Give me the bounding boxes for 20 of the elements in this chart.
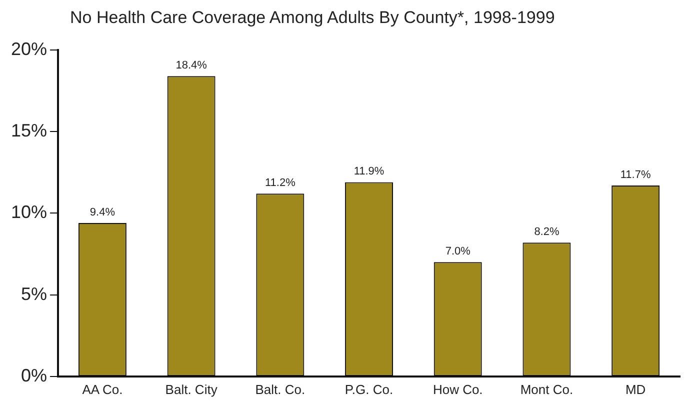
- data-label: 9.4%: [90, 206, 116, 219]
- data-label: 18.4%: [176, 60, 208, 72]
- y-tick-label: 20%: [10, 38, 48, 59]
- y-tick-label: 0%: [21, 365, 48, 386]
- data-label: 7.0%: [445, 246, 471, 258]
- data-label: 11.9%: [354, 166, 384, 178]
- x-tick-label: Balt. City: [165, 382, 218, 397]
- x-tick-label: MD: [625, 382, 646, 397]
- x-tick-label: P.G. Co.: [344, 382, 394, 397]
- y-tick-label: 5%: [21, 284, 48, 304]
- data-label: 11.2%: [264, 177, 296, 190]
- x-tick-label: How Co.: [432, 382, 483, 397]
- x-tick-label: AA Co.: [82, 382, 123, 397]
- data-label: 8.2%: [534, 226, 560, 238]
- y-tick-label: 10%: [10, 202, 48, 222]
- y-tick-label: 15%: [10, 120, 48, 141]
- chart-title: No Health Care Coverage Among Adults By County*, 1998-1999: [70, 8, 555, 28]
- x-tick-label: Mont Co.: [520, 382, 574, 397]
- data-label: 11.7%: [620, 168, 651, 181]
- x-tick-label: Balt. Co.: [255, 382, 306, 397]
